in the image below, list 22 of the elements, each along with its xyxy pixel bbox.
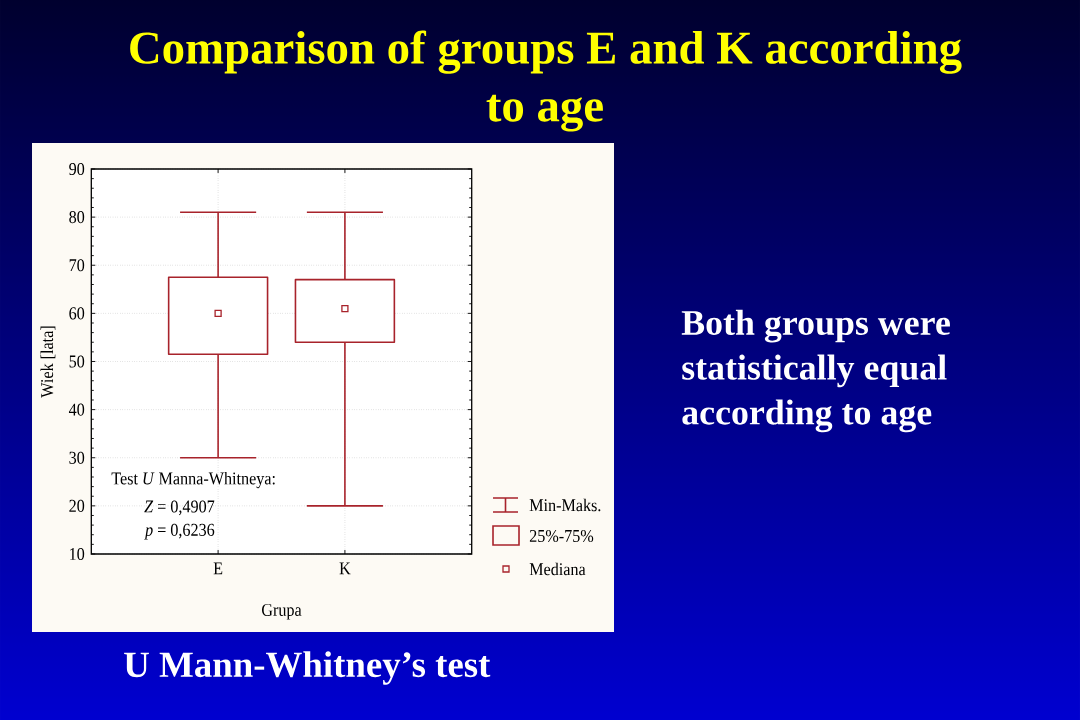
annotation: Test U Manna-Whitneya: — [111, 471, 275, 489]
x-tick-label: E — [213, 562, 223, 575]
annotation: p = 0,6236 — [144, 523, 215, 540]
y-tick-label: 70 — [69, 259, 85, 272]
chart-title: Comparison of groups E and K according to age — [130, 30, 962, 132]
y-tick-label: 20 — [69, 499, 85, 512]
y-axis-title: Wiek [lata] — [40, 326, 56, 398]
y-tick-label: 30 — [69, 451, 85, 464]
y-tick-label: 50 — [69, 355, 85, 368]
x-tick-label: K — [339, 562, 351, 575]
text: U Mann-Whitney’s test — [124, 651, 491, 685]
text: 25%-75% — [529, 529, 594, 543]
text: Min-Maks. — [529, 498, 601, 512]
y-tick-label: 80 — [69, 211, 85, 224]
annotation: Z = 0,4907 — [144, 500, 215, 516]
x-axis-title: Grupa — [262, 603, 302, 620]
text: Mediana — [529, 562, 586, 576]
y-tick-label: 10 — [70, 547, 85, 561]
y-tick-label: 40 — [68, 403, 85, 416]
y-tick-label: 90 — [69, 162, 85, 176]
y-tick-label: 60 — [69, 307, 85, 320]
text: Both groups were statistically equal according to age — [681, 309, 950, 433]
